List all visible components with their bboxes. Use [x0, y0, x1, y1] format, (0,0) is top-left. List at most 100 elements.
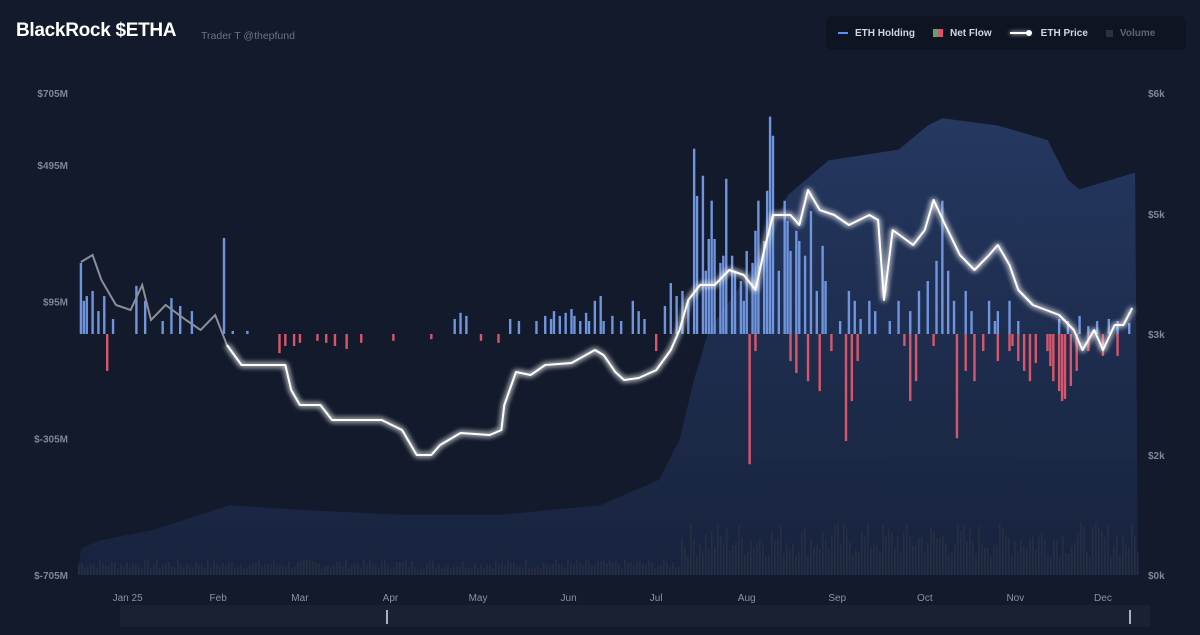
- right-axis-tick-label: $6k: [1148, 89, 1165, 100]
- inflow-bar: [453, 318, 456, 334]
- inflow-bar: [558, 315, 562, 334]
- volume-bar: [882, 524, 884, 575]
- volume-bar: [510, 561, 512, 575]
- legend-eth-holding[interactable]: ETH Holding: [838, 28, 915, 39]
- volume-bar: [624, 559, 626, 575]
- volume-bar: [567, 560, 569, 575]
- bar-swatch-icon: [933, 29, 943, 37]
- volume-bar: [999, 522, 1001, 575]
- inflow-bar: [765, 190, 769, 334]
- volume-bar: [1017, 551, 1019, 575]
- volume-bar: [159, 567, 161, 575]
- inflow-bar: [873, 311, 877, 334]
- volume-bar: [174, 567, 176, 575]
- volume-bar: [213, 560, 215, 575]
- volume-bar: [396, 561, 398, 575]
- inflow-bar: [996, 311, 1000, 334]
- volume-bar: [369, 560, 371, 575]
- inflow-bar: [868, 300, 871, 334]
- volume-bar: [993, 544, 995, 575]
- inflow-bar: [751, 262, 754, 334]
- volume-bar: [126, 562, 128, 575]
- outflow-bar: [106, 334, 109, 371]
- outflow-bar: [345, 334, 348, 350]
- outflow-bar: [932, 334, 935, 346]
- volume-bar: [630, 562, 632, 575]
- inflow-bar: [573, 315, 576, 334]
- volume-bar: [1029, 538, 1031, 575]
- volume-bar: [1092, 527, 1094, 575]
- range-slider-handle-left[interactable]: [386, 610, 388, 624]
- volume-bar: [237, 566, 239, 575]
- volume-bar: [81, 563, 83, 575]
- volume-bar: [522, 568, 524, 575]
- inflow-bar: [701, 175, 705, 334]
- outflow-bar: [654, 334, 658, 352]
- volume-bar: [297, 561, 299, 575]
- volume-bar: [561, 564, 563, 575]
- volume-bar: [987, 548, 989, 575]
- volume-bar: [492, 568, 494, 575]
- inflow-bar: [246, 330, 249, 334]
- volume-bar: [351, 565, 353, 575]
- volume-bar: [657, 565, 659, 575]
- volume-bar: [558, 563, 560, 575]
- inflow-bar: [941, 200, 944, 334]
- volume-bar: [1128, 546, 1130, 575]
- inflow-bar: [637, 311, 640, 334]
- legend-net-flow[interactable]: Net Flow: [933, 28, 992, 39]
- outflow-bar: [1011, 334, 1014, 346]
- volume-bar: [687, 556, 689, 575]
- volume-bar: [903, 532, 905, 575]
- volume-bar: [1062, 535, 1064, 575]
- outflow-bar: [316, 334, 319, 341]
- volume-bar: [78, 564, 80, 575]
- inflow-bar: [663, 305, 667, 334]
- volume-bar: [831, 535, 833, 575]
- volume-bar: [186, 563, 188, 575]
- volume-bar: [909, 535, 911, 575]
- volume-bar: [597, 561, 599, 575]
- inflow-bar: [631, 300, 635, 334]
- inflow-bar: [739, 281, 743, 334]
- volume-bar: [144, 559, 146, 575]
- volume-bar: [135, 564, 137, 575]
- volume-bar: [333, 565, 335, 575]
- outflow-bar: [973, 334, 976, 382]
- range-slider-track[interactable]: [120, 605, 1150, 627]
- volume-bar: [399, 562, 401, 575]
- volume-bar: [477, 568, 479, 575]
- volume-bar: [1032, 537, 1034, 575]
- volume-bar: [786, 542, 788, 575]
- left-axis-tick-label: $95M: [43, 298, 68, 309]
- inflow-bar: [926, 281, 929, 334]
- volume-bar: [372, 563, 374, 575]
- volume-bar: [171, 566, 173, 575]
- volume-bar: [549, 565, 551, 575]
- volume-bar: [843, 523, 845, 575]
- volume-bar: [1038, 536, 1040, 575]
- volume-swatch-icon: [1105, 29, 1113, 37]
- legend-volume[interactable]: Volume: [1105, 28, 1155, 39]
- outflow-bar: [850, 334, 854, 402]
- volume-bar: [300, 560, 302, 575]
- volume-bar: [858, 552, 860, 575]
- outflow-bar: [1008, 334, 1011, 352]
- volume-bar: [636, 561, 638, 575]
- volume-bar: [384, 560, 386, 575]
- inflow-bar: [465, 315, 468, 334]
- volume-bar: [1083, 526, 1085, 575]
- inflow-bar: [909, 311, 912, 334]
- volume-bar: [582, 564, 584, 575]
- volume-bar: [759, 539, 761, 575]
- volume-bar: [189, 565, 191, 575]
- range-slider-handle-right[interactable]: [1129, 610, 1131, 624]
- volume-bar: [243, 568, 245, 575]
- volume-bar: [462, 561, 464, 575]
- volume-bar: [825, 539, 827, 575]
- volume-bar: [651, 561, 653, 575]
- volume-bar: [1014, 540, 1016, 575]
- legend-eth-price[interactable]: ETH Price: [1009, 28, 1088, 39]
- volume-bar: [615, 560, 617, 575]
